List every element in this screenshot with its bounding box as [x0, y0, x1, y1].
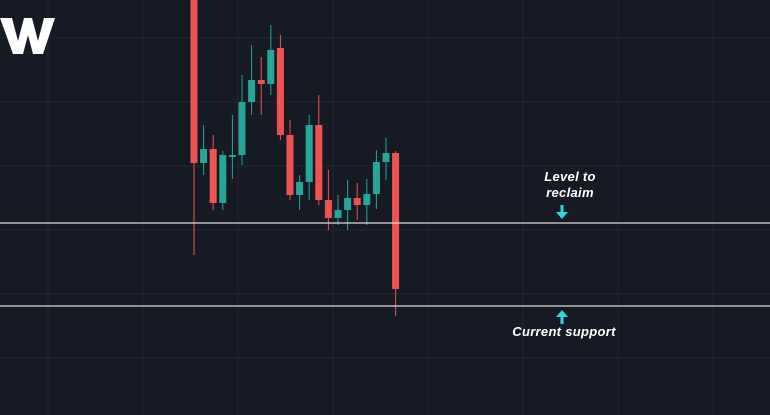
candle-body: [228, 155, 236, 157]
level-label-reclaim: Level to reclaim: [544, 169, 596, 200]
candle: [267, 25, 275, 95]
arrow-down-icon: [556, 205, 568, 219]
candle-body: [248, 80, 256, 102]
candle-body: [219, 155, 227, 203]
arrow-up-icon: [556, 310, 568, 324]
arrow-shaft: [560, 316, 564, 324]
candle-body: [209, 149, 217, 203]
tradingview-logo-icon: [0, 18, 55, 54]
candle: [286, 120, 294, 200]
candle-body: [372, 162, 380, 194]
candle: [353, 183, 361, 220]
candle-body: [392, 153, 400, 289]
candle: [296, 175, 304, 210]
candle-body: [382, 153, 390, 162]
candle: [276, 35, 284, 140]
candle-body: [363, 194, 371, 205]
level-label-support: Current support: [512, 324, 616, 339]
candle: [228, 115, 236, 179]
levels: [0, 205, 770, 324]
candle: [372, 150, 380, 209]
candle: [248, 45, 256, 115]
candle: [190, 0, 198, 255]
candle: [382, 138, 390, 180]
candle: [238, 75, 246, 165]
candle-body: [334, 210, 342, 218]
candle-body: [276, 48, 284, 135]
candle-body: [190, 0, 198, 163]
candle-body: [238, 102, 246, 155]
candle: [315, 95, 323, 205]
candle-body: [200, 149, 208, 163]
candle-body: [267, 50, 275, 84]
candle-body: [296, 182, 304, 195]
candle-body: [257, 80, 265, 84]
candle: [344, 180, 352, 230]
arrow-head: [556, 310, 568, 317]
arrow-shaft: [560, 205, 564, 213]
candle: [392, 151, 400, 316]
candle-body: [324, 200, 332, 218]
candle: [219, 151, 227, 210]
candle-body: [315, 125, 323, 200]
candles: [190, 0, 400, 316]
candle: [209, 135, 217, 210]
candle: [257, 57, 265, 115]
candle-body: [305, 125, 313, 182]
candle-body: [286, 135, 294, 195]
candle: [363, 179, 371, 225]
candle: [200, 125, 208, 175]
arrow-head: [556, 212, 568, 219]
candle: [324, 170, 332, 230]
candle-body: [353, 198, 361, 205]
candle: [305, 115, 313, 200]
candle: [334, 195, 342, 225]
candle-body: [344, 198, 352, 210]
